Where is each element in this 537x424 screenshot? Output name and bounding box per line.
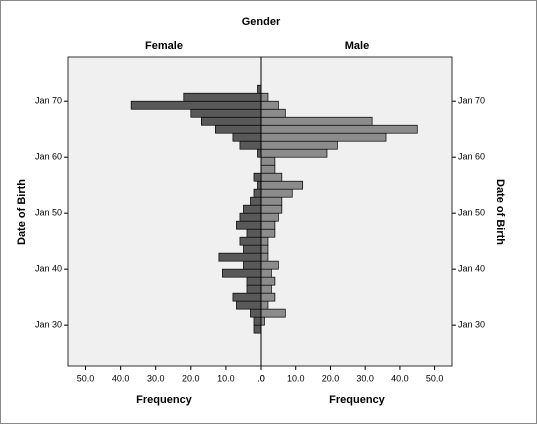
y-tick-label: Jan 30 bbox=[458, 320, 485, 330]
y-tick-label: Jan 50 bbox=[458, 208, 485, 218]
bar bbox=[260, 92, 269, 102]
x-tick-label: 40.0 bbox=[391, 373, 409, 383]
x-tick-label: 30.0 bbox=[356, 373, 374, 383]
x-axis-label: Frequency bbox=[136, 394, 193, 406]
y-tick-label: Jan 70 bbox=[458, 96, 485, 106]
bar bbox=[232, 292, 262, 302]
bar bbox=[257, 148, 262, 158]
bar bbox=[260, 124, 418, 134]
bar bbox=[260, 164, 276, 174]
x-axis-label: Frequency bbox=[329, 394, 386, 406]
bar bbox=[260, 172, 283, 182]
bar bbox=[260, 244, 269, 254]
y-tick-label: Jan 70 bbox=[35, 96, 62, 106]
bar bbox=[260, 252, 269, 262]
bar bbox=[260, 316, 265, 326]
bar bbox=[183, 92, 262, 102]
y-tick-label: Jan 40 bbox=[35, 264, 62, 274]
x-tick-label: 10.0 bbox=[287, 373, 305, 383]
x-tick-label: 30.0 bbox=[147, 373, 165, 383]
x-tick-label: 10.0 bbox=[217, 373, 235, 383]
bar bbox=[253, 188, 262, 198]
y-tick-label: Jan 30 bbox=[35, 320, 62, 330]
bar bbox=[260, 132, 387, 142]
x-tick-label: 40.0 bbox=[112, 373, 130, 383]
bar bbox=[246, 284, 262, 294]
bar bbox=[260, 196, 283, 206]
bar bbox=[250, 308, 262, 318]
bar bbox=[260, 308, 286, 318]
bar bbox=[260, 268, 272, 278]
bar bbox=[236, 300, 262, 310]
x-tick-label: 20.0 bbox=[322, 373, 340, 383]
bar bbox=[260, 228, 276, 238]
bar bbox=[239, 140, 262, 150]
bar bbox=[253, 316, 262, 326]
x-tick-label: 50.0 bbox=[77, 373, 95, 383]
y-tick-label: Jan 60 bbox=[35, 152, 62, 162]
bar bbox=[236, 220, 262, 230]
bar bbox=[250, 196, 262, 206]
bar bbox=[130, 100, 262, 110]
bar bbox=[239, 236, 262, 246]
bar bbox=[260, 140, 338, 150]
series-label: Female bbox=[145, 40, 183, 52]
chart-title: Gender bbox=[242, 16, 281, 28]
bar bbox=[200, 116, 262, 126]
bar bbox=[246, 276, 262, 286]
bar bbox=[260, 116, 373, 126]
bar bbox=[260, 212, 279, 222]
bar bbox=[243, 204, 262, 214]
bar bbox=[239, 212, 262, 222]
bar bbox=[260, 156, 276, 166]
bar bbox=[260, 108, 286, 118]
bar bbox=[260, 236, 269, 246]
bar bbox=[190, 108, 262, 118]
bar bbox=[218, 252, 262, 262]
bar bbox=[246, 228, 262, 238]
bar bbox=[222, 268, 262, 278]
y-tick-label: Jan 60 bbox=[458, 152, 485, 162]
y-axis-label: Date of Birth bbox=[16, 179, 28, 245]
y-tick-label: Jan 40 bbox=[458, 264, 485, 274]
bar bbox=[260, 260, 279, 270]
bar bbox=[260, 188, 293, 198]
y-axis-label: Date of Birth bbox=[494, 179, 506, 245]
bar bbox=[260, 148, 328, 158]
bar bbox=[232, 132, 262, 142]
x-tick-label: 20.0 bbox=[182, 373, 200, 383]
bar bbox=[260, 300, 269, 310]
x-tick-label: .0 bbox=[257, 373, 265, 383]
bar bbox=[215, 124, 262, 134]
bar bbox=[257, 84, 262, 94]
bar bbox=[253, 324, 262, 334]
bar bbox=[253, 172, 262, 182]
series-label: Male bbox=[345, 40, 369, 52]
bar bbox=[260, 220, 276, 230]
x-tick-label: 50.0 bbox=[426, 373, 444, 383]
bar bbox=[260, 276, 276, 286]
y-tick-label: Jan 50 bbox=[35, 208, 62, 218]
x-tick-label: .0 bbox=[257, 373, 265, 383]
bar bbox=[260, 284, 272, 294]
bar bbox=[260, 204, 283, 214]
bar bbox=[260, 100, 279, 110]
bar bbox=[243, 260, 262, 270]
bar bbox=[257, 180, 262, 190]
bar bbox=[260, 292, 276, 302]
bar bbox=[243, 244, 262, 254]
bar bbox=[260, 180, 304, 190]
